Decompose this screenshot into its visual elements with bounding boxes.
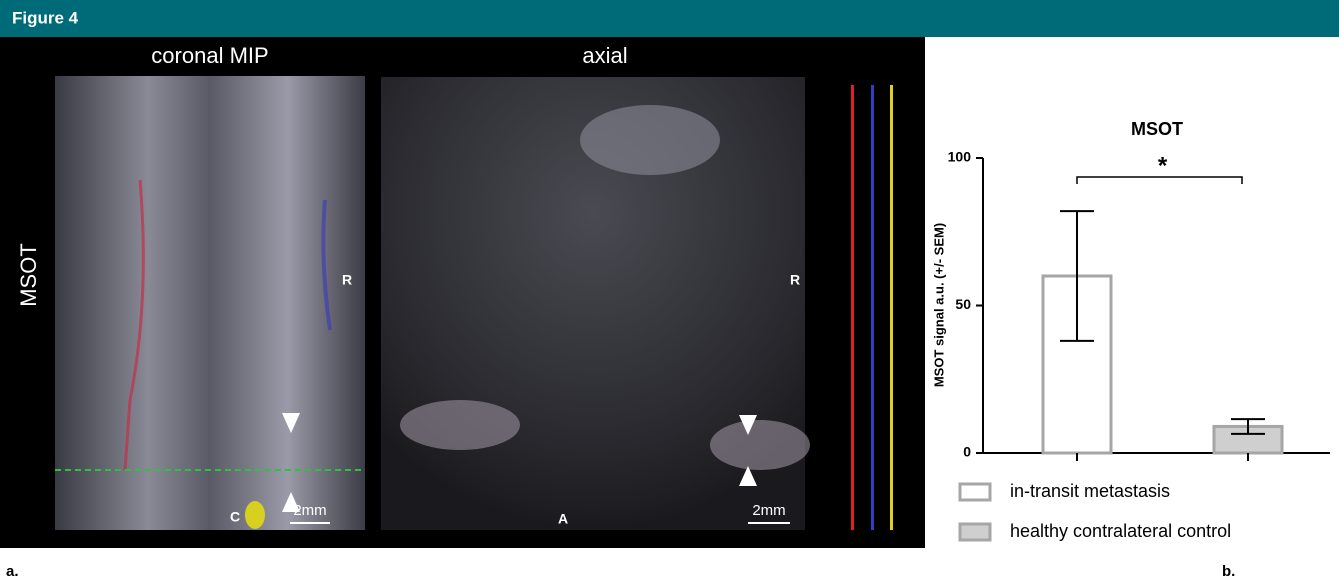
image-title: coronal MIP bbox=[151, 43, 268, 68]
figure: Figure 4 coronal MIP axial MSOT R C R A … bbox=[0, 0, 1339, 583]
panel-label: a. bbox=[6, 563, 19, 580]
chart-title: MSOT bbox=[1131, 119, 1183, 139]
y-axis-label: MSOT signal a.u. (+/- SEM) bbox=[931, 223, 946, 387]
legend-swatch bbox=[960, 484, 990, 500]
legend-label: in-transit metastasis bbox=[1010, 481, 1170, 501]
orientation-label: A bbox=[558, 511, 568, 527]
legend-label: healthy contralateral control bbox=[1010, 521, 1231, 541]
colorbar bbox=[851, 85, 854, 530]
colorbar bbox=[871, 85, 874, 530]
orientation-label: R bbox=[790, 272, 800, 288]
y-tick-label: 50 bbox=[955, 296, 971, 312]
y-tick-label: 100 bbox=[948, 149, 972, 165]
header-bar bbox=[0, 0, 1339, 37]
tissue bbox=[580, 105, 720, 175]
figure-title: Figure 4 bbox=[12, 8, 79, 27]
legend-swatch bbox=[960, 524, 990, 540]
row-label: MSOT bbox=[16, 243, 41, 307]
signal bbox=[245, 501, 265, 529]
tissue bbox=[710, 420, 810, 470]
panel-label: b. bbox=[1222, 563, 1235, 580]
coronal-image bbox=[55, 76, 365, 530]
scale-label: 2mm bbox=[293, 502, 326, 519]
tissue bbox=[400, 400, 520, 450]
image-title: axial bbox=[582, 43, 627, 68]
significance-label: * bbox=[1158, 152, 1168, 179]
scale-label: 2mm bbox=[752, 502, 785, 519]
orientation-label: C bbox=[230, 509, 240, 525]
colorbar bbox=[890, 85, 893, 530]
orientation-label: R bbox=[342, 272, 352, 288]
y-tick-label: 0 bbox=[963, 444, 971, 460]
